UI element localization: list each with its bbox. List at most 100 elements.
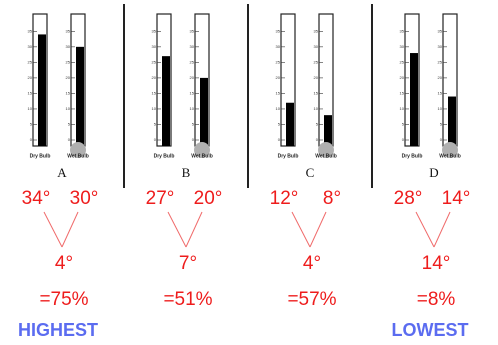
tick-label: 30 xyxy=(152,44,157,49)
dry-temp: 34° xyxy=(22,188,51,209)
tick-label: 0 xyxy=(402,137,405,142)
tick-label: 30 xyxy=(28,44,33,49)
connector xyxy=(416,212,434,247)
bulb-label: Dry Bulb xyxy=(154,153,175,159)
connector xyxy=(434,212,450,247)
tick-label: 10 xyxy=(314,106,319,111)
tick-label: 30 xyxy=(438,44,443,49)
connector xyxy=(310,212,326,247)
panel-letter: D xyxy=(429,165,438,180)
tick-label: 5 xyxy=(68,122,71,127)
mercury xyxy=(38,34,46,146)
dry-temp: 27° xyxy=(146,188,175,209)
tick-label: 25 xyxy=(438,59,443,64)
tick-label: 10 xyxy=(190,106,195,111)
tick-label: 15 xyxy=(400,90,405,95)
humidity: =57% xyxy=(287,289,336,310)
mercury xyxy=(448,97,456,146)
tick-label: 30 xyxy=(190,44,195,49)
wet-temp: 30° xyxy=(70,188,99,209)
tick-label: 30 xyxy=(314,44,319,49)
tick-label: 0 xyxy=(192,137,195,142)
tick-label: 20 xyxy=(66,75,71,80)
bulb-label: Dry Bulb xyxy=(402,153,423,159)
difference: 4° xyxy=(55,253,73,274)
difference: 7° xyxy=(179,253,197,274)
tick-label: 35 xyxy=(190,28,195,33)
tick-label: 0 xyxy=(278,137,281,142)
tick-label: 10 xyxy=(400,106,405,111)
dry-temp: 28° xyxy=(394,188,423,209)
tick-label: 0 xyxy=(440,137,443,142)
wet-temp: 8° xyxy=(323,188,341,209)
tick-label: 15 xyxy=(314,90,319,95)
bulb-label: Wet Bulb xyxy=(67,153,89,159)
tick-label: 25 xyxy=(276,59,281,64)
bulb-label: Wet Bulb xyxy=(191,153,213,159)
tick-label: 20 xyxy=(28,75,33,80)
humidity: =8% xyxy=(417,289,456,310)
humidity: =51% xyxy=(163,289,212,310)
mercury xyxy=(324,115,332,146)
tick-label: 15 xyxy=(66,90,71,95)
connector xyxy=(186,212,202,247)
tick-label: 10 xyxy=(28,106,33,111)
tick-label: 25 xyxy=(152,59,157,64)
bulb-label: Dry Bulb xyxy=(30,153,51,159)
mercury xyxy=(162,56,170,146)
tick-label: 15 xyxy=(276,90,281,95)
panel-letter: A xyxy=(57,165,67,180)
connector xyxy=(44,212,62,247)
wet-temp: 14° xyxy=(442,188,471,209)
tick-label: 5 xyxy=(316,122,319,127)
tick-label: 25 xyxy=(28,59,33,64)
tick-label: 0 xyxy=(30,137,33,142)
connector xyxy=(292,212,310,247)
difference: 14° xyxy=(422,253,451,274)
tick-label: 15 xyxy=(152,90,157,95)
tick-label: 35 xyxy=(400,28,405,33)
connector xyxy=(62,212,78,247)
tick-label: 15 xyxy=(438,90,443,95)
tick-label: 30 xyxy=(276,44,281,49)
tick-label: 10 xyxy=(152,106,157,111)
tick-label: 5 xyxy=(192,122,195,127)
diagram: 0 5 10 15 20 25 30 35 Dry Bulb 0 5 10 15 20 25 30 35 Wet … xyxy=(0,0,498,345)
bulb-label: Wet Bulb xyxy=(315,153,337,159)
tick-label: 35 xyxy=(66,28,71,33)
tick-label: 25 xyxy=(190,59,195,64)
mercury xyxy=(200,78,208,146)
panel-letter: B xyxy=(182,165,191,180)
tick-label: 15 xyxy=(28,90,33,95)
tick-label: 30 xyxy=(66,44,71,49)
mercury xyxy=(286,103,294,146)
tick-label: 0 xyxy=(154,137,157,142)
tick-label: 20 xyxy=(314,75,319,80)
tick-label: 10 xyxy=(438,106,443,111)
tick-label: 5 xyxy=(402,122,405,127)
tick-label: 0 xyxy=(68,137,71,142)
tick-label: 25 xyxy=(66,59,71,64)
connector xyxy=(168,212,186,247)
tick-label: 35 xyxy=(276,28,281,33)
mercury xyxy=(410,53,418,146)
tick-label: 20 xyxy=(400,75,405,80)
humidity: =75% xyxy=(39,289,88,310)
wet-temp: 20° xyxy=(194,188,223,209)
mercury xyxy=(76,47,84,146)
tick-label: 20 xyxy=(276,75,281,80)
tick-label: 25 xyxy=(314,59,319,64)
tick-label: 30 xyxy=(400,44,405,49)
rank-label: HIGHEST xyxy=(18,320,98,340)
tick-label: 20 xyxy=(438,75,443,80)
bulb-label: Wet Bulb xyxy=(439,153,461,159)
tick-label: 25 xyxy=(400,59,405,64)
tick-label: 15 xyxy=(190,90,195,95)
tick-label: 0 xyxy=(316,137,319,142)
tick-label: 35 xyxy=(152,28,157,33)
tick-label: 35 xyxy=(314,28,319,33)
panel-letter: C xyxy=(306,165,315,180)
